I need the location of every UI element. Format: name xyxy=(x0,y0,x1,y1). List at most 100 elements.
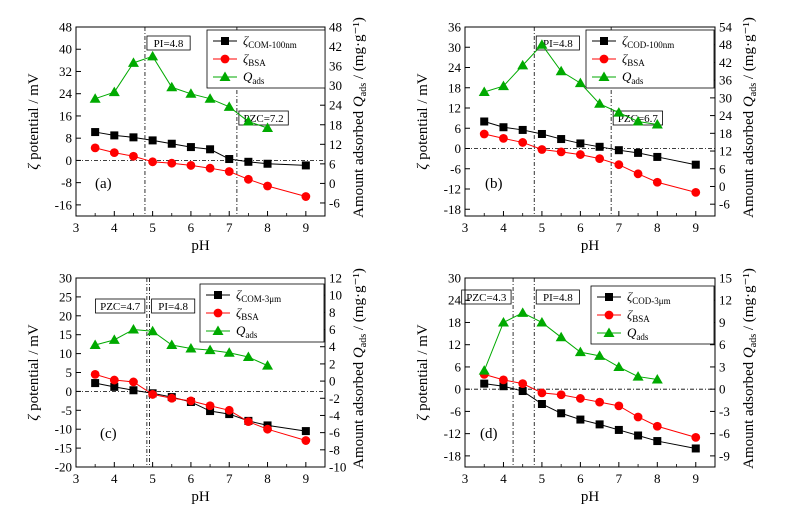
data-point xyxy=(555,331,567,342)
data-point xyxy=(242,351,254,362)
x-tick-label: 8 xyxy=(264,471,271,486)
data-point xyxy=(91,379,100,388)
y-tick-label: -16 xyxy=(55,197,73,212)
legend-marker xyxy=(212,325,224,335)
legend-marker xyxy=(599,54,609,64)
x-tick-label: 6 xyxy=(577,220,584,235)
y2-tick-label: 48 xyxy=(329,20,342,35)
data-point xyxy=(147,325,159,336)
data-point xyxy=(167,158,177,168)
data-point xyxy=(497,80,509,91)
annotation-label: PZC=4.3 xyxy=(466,292,507,304)
data-point xyxy=(614,160,624,170)
data-point xyxy=(185,342,197,353)
x-tick-label: 7 xyxy=(226,471,233,486)
data-point xyxy=(691,160,700,169)
data-point xyxy=(517,307,529,317)
data-point xyxy=(557,409,566,418)
y2-tick-label: 12 xyxy=(719,293,732,308)
series-line-3 xyxy=(484,43,658,125)
data-point xyxy=(517,59,529,70)
data-point xyxy=(129,386,138,395)
y-tick-label: -5 xyxy=(61,403,72,418)
y-axis-label: ζ potential / mV xyxy=(415,73,431,170)
data-point xyxy=(518,125,527,134)
annotation-label: PI=4.8 xyxy=(158,301,188,313)
x-tick-label: 4 xyxy=(500,220,507,235)
x-tick-label: 5 xyxy=(149,471,156,486)
data-point xyxy=(223,347,235,357)
legend-marker xyxy=(221,37,229,45)
legend-marker xyxy=(214,291,222,299)
data-point xyxy=(576,139,585,148)
y2-tick-label: 3 xyxy=(719,359,726,374)
series-line-2 xyxy=(484,133,696,193)
y-tick-label: 12 xyxy=(448,101,461,116)
data-point xyxy=(204,93,216,103)
data-point xyxy=(89,339,101,350)
data-point xyxy=(518,379,528,389)
series-line-3 xyxy=(95,329,268,367)
panel-label: (c) xyxy=(100,426,117,442)
data-point xyxy=(613,107,625,117)
data-point xyxy=(499,375,508,385)
y2-tick-label: 4 xyxy=(329,339,336,354)
y2-tick-label: 8 xyxy=(329,305,336,320)
y2-tick-label: -3 xyxy=(719,404,730,419)
data-point xyxy=(129,133,138,142)
y2-tick-label: -6 xyxy=(329,425,340,440)
data-point xyxy=(574,77,586,88)
data-point xyxy=(555,65,567,76)
x-axis-label: pH xyxy=(191,489,210,505)
data-point xyxy=(652,177,662,187)
y2-tick-label: 36 xyxy=(329,59,343,74)
data-point xyxy=(594,350,606,360)
x-tick-label: 8 xyxy=(264,220,271,235)
data-point xyxy=(614,401,624,411)
data-point xyxy=(594,98,606,108)
data-point xyxy=(518,387,527,396)
y-tick-label: -15 xyxy=(55,441,72,456)
data-point xyxy=(518,138,528,147)
data-point xyxy=(480,117,489,126)
legend-label: ζCOM-3μm xyxy=(236,287,281,304)
x-tick-label: 5 xyxy=(539,220,546,235)
data-point xyxy=(614,146,623,155)
y-axis-label: ζ potential / mV xyxy=(26,324,42,421)
data-point xyxy=(206,145,215,154)
y-tick-label: -18 xyxy=(444,448,461,463)
x-tick-label: 7 xyxy=(226,220,233,235)
legend-label: ζBSA xyxy=(243,51,266,68)
legend-label: Qads xyxy=(243,69,265,86)
data-point xyxy=(185,88,197,98)
data-point xyxy=(148,157,158,167)
y2-tick-label: 42 xyxy=(329,39,342,54)
x-axis-label: pH xyxy=(581,238,600,254)
annotation-label: PI=4.8 xyxy=(154,38,184,50)
data-point xyxy=(263,424,272,434)
y-tick-label: 16 xyxy=(59,108,73,123)
legend-marker xyxy=(600,37,608,45)
y-tick-label: 5 xyxy=(66,365,73,380)
data-point xyxy=(537,400,546,408)
y-tick-label: 24 xyxy=(59,86,73,101)
legend-label: ζBSA xyxy=(622,51,645,68)
data-point xyxy=(478,365,490,375)
data-point xyxy=(167,393,177,403)
annotation-box xyxy=(535,35,580,51)
data-point xyxy=(263,181,272,191)
x-tick-label: 6 xyxy=(577,471,584,486)
data-point xyxy=(633,412,643,422)
series-line-2 xyxy=(484,373,696,438)
y-tick-label: -20 xyxy=(55,460,72,475)
panel-label: (a) xyxy=(95,176,112,192)
y-tick-label: 30 xyxy=(59,271,72,286)
data-point xyxy=(186,161,196,170)
series-line-1 xyxy=(484,383,696,449)
y-tick-label: 12 xyxy=(448,337,461,352)
x-tick-label: 4 xyxy=(111,220,118,235)
x-tick-label: 6 xyxy=(188,220,195,235)
